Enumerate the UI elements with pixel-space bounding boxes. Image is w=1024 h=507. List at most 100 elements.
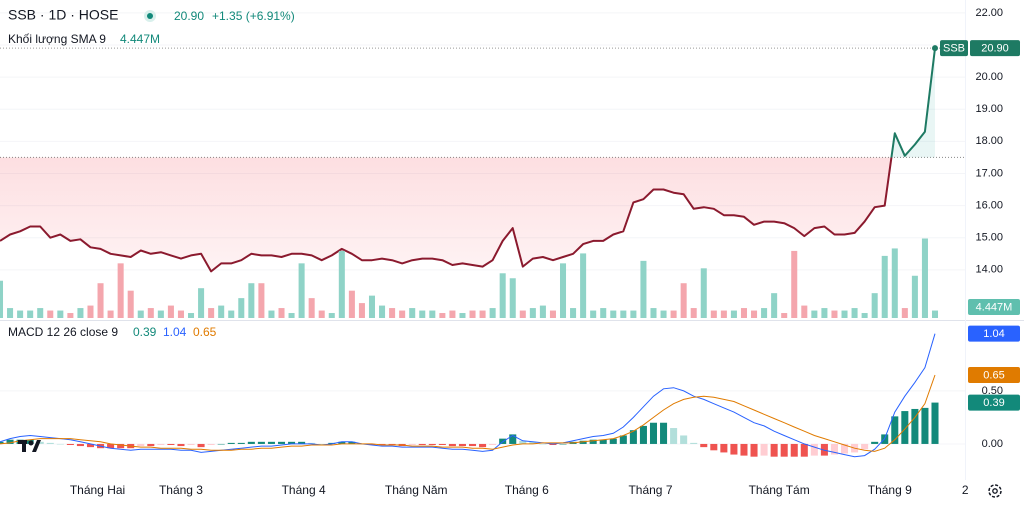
macd-histogram-bar — [267, 441, 275, 444]
signal-line — [0, 374, 936, 452]
macd-histogram-bar — [277, 441, 286, 444]
macd-histogram-bar — [107, 443, 115, 449]
volume-bar — [248, 283, 255, 318]
volume-bar — [77, 308, 84, 318]
volume-bar — [610, 310, 617, 318]
macd-histogram-bar — [177, 443, 185, 447]
macd-histogram-bar — [489, 443, 497, 446]
volume-bar — [821, 308, 828, 318]
macd-histogram-bar — [790, 443, 798, 457]
macd-histogram-bar — [428, 443, 436, 446]
macd-histogram-bar — [76, 443, 84, 447]
volume-bar — [539, 305, 546, 318]
volume-bar — [147, 308, 154, 318]
volume-bar — [580, 253, 587, 318]
macd-histogram-bar — [167, 443, 175, 446]
macd-histogram-bar — [680, 435, 688, 444]
volume-sma-label: 4.447M — [976, 301, 1013, 313]
volume-bar — [208, 308, 215, 318]
macd-histogram-bar — [891, 416, 899, 444]
volume-bar — [409, 308, 416, 318]
last-point — [932, 45, 938, 52]
histogram-last-label: 0.39 — [983, 397, 1004, 409]
macd-last-label-box — [968, 325, 1020, 342]
volume-bar — [851, 308, 858, 318]
volume-bar — [459, 313, 466, 318]
volume-bar — [499, 273, 506, 318]
volume-bar — [630, 310, 637, 318]
macd-hist-value: 0.39 — [133, 325, 157, 339]
volume-bar — [489, 308, 496, 318]
macd-histogram-bar — [629, 430, 637, 444]
macd-histogram-bar — [871, 441, 879, 444]
volume-bar — [911, 275, 918, 318]
volume-sma-value: 4.447M — [120, 32, 160, 46]
macd-histogram-bar — [830, 443, 838, 455]
macd-histogram-bar — [448, 443, 456, 447]
x-tick-label: 2 — [962, 483, 969, 497]
macd-histogram-bar — [649, 422, 658, 444]
macd-histogram-bar — [438, 443, 446, 446]
chart-title: SSB · 1D · HOSE — [8, 7, 118, 23]
settings-button[interactable] — [988, 484, 1002, 498]
volume-bar — [358, 303, 365, 318]
volume-bar — [469, 310, 476, 318]
series-name-label-box — [940, 40, 968, 57]
volume-bar — [188, 313, 195, 318]
price-change: +1.35 (+6.91%) — [212, 9, 295, 23]
volume-bar — [650, 308, 657, 318]
volume-bar — [811, 310, 818, 318]
volume-bar — [27, 310, 34, 318]
macd-histogram-bar — [207, 443, 215, 446]
volume-bar — [831, 310, 838, 318]
y-tick-label: 22.00 — [975, 7, 1003, 19]
macd-histogram-bar — [670, 428, 678, 444]
signal-last-label-box — [968, 367, 1020, 384]
volume-bar — [419, 310, 426, 318]
volume-bar — [449, 310, 456, 318]
macd-last-label: 1.04 — [983, 328, 1004, 340]
macd-line — [0, 333, 936, 458]
macd-histogram-bar — [639, 425, 647, 444]
volume-bar — [318, 310, 325, 318]
macd-histogram-bar — [750, 443, 758, 457]
x-tick-label: Tháng Năm — [385, 483, 448, 497]
macd-histogram-bar — [519, 440, 527, 444]
volume-bar — [17, 310, 24, 318]
volume-bar — [901, 308, 908, 318]
volume-bar — [288, 313, 295, 318]
volume-bar — [37, 308, 44, 318]
volume-bar — [348, 290, 355, 318]
marks — [0, 45, 939, 458]
volume-bar — [117, 263, 124, 318]
y-tick-label: 19.00 — [975, 103, 1003, 115]
macd-histogram-bar — [137, 443, 145, 447]
macd-histogram-bar — [760, 443, 768, 456]
series-name-label: SSB — [943, 43, 965, 55]
volume-bar — [57, 310, 64, 318]
volume-bar — [660, 310, 667, 318]
macd-histogram-bar — [36, 441, 44, 444]
y-tick-label: 18.00 — [975, 135, 1003, 147]
volume-bar — [389, 308, 396, 318]
volume-bar — [238, 298, 245, 318]
price-line — [0, 48, 936, 273]
volume-bar — [871, 293, 878, 318]
volume-bar — [570, 308, 577, 318]
volume-bar — [308, 298, 315, 318]
volume-bar — [399, 310, 406, 318]
last-price: 20.90 — [174, 9, 204, 23]
volume-bar — [379, 305, 386, 318]
volume-bar — [529, 308, 536, 318]
macd-histogram-bar — [589, 439, 597, 444]
macd-histogram-bar — [378, 443, 386, 446]
volume-bar — [47, 310, 54, 318]
x-tick-label: Tháng Hai — [70, 483, 125, 497]
volume-bar — [740, 308, 747, 318]
volume-bar — [137, 310, 144, 318]
macd-histogram-bar — [418, 443, 426, 446]
macd-histogram-bar — [217, 443, 225, 445]
last-price-label: 20.90 — [981, 43, 1009, 55]
volume-bar — [97, 283, 104, 318]
macd-histogram-bar — [861, 443, 869, 450]
